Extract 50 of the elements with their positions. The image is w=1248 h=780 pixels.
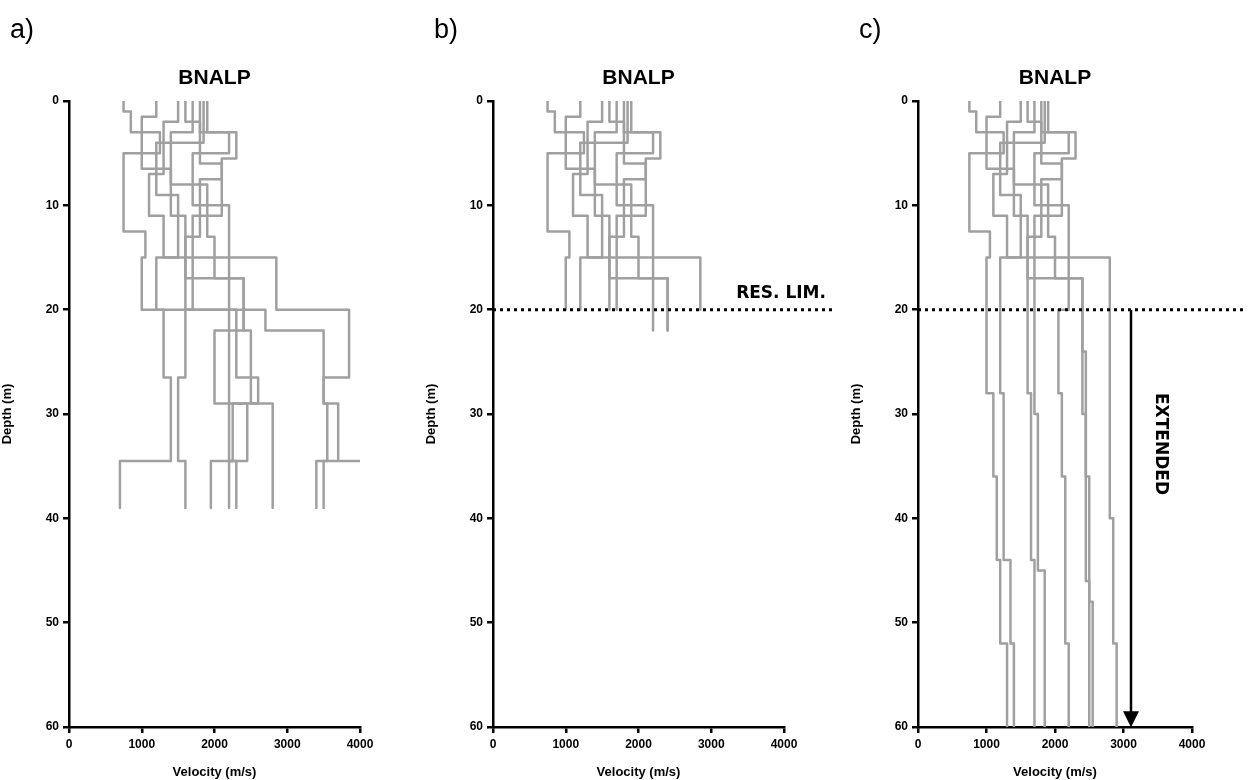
x-axis-title: Velocity (m/s) <box>1013 763 1097 779</box>
x-tick-label: 4000 <box>1178 736 1206 751</box>
y-tick-label: 20 <box>894 301 909 316</box>
y-tick-label: 10 <box>469 197 484 212</box>
x-tick-label: 4000 <box>346 736 374 751</box>
chart-title: BNALP <box>1018 65 1092 88</box>
x-tick-label: 0 <box>65 736 73 751</box>
y-tick-label: 50 <box>894 614 909 629</box>
x-tick-label: 0 <box>489 736 497 751</box>
text: a) <box>10 14 35 44</box>
y-tick-label: 0 <box>52 93 60 108</box>
x-tick-label: 2000 <box>201 736 229 751</box>
y-tick-label: 0 <box>901 93 909 108</box>
chart-title: BNALP <box>602 65 675 88</box>
ref-line-label: RES. LIM. <box>736 281 826 302</box>
x-tick-label: 0 <box>914 736 922 751</box>
y-tick-label: 60 <box>469 719 484 734</box>
annotation: EXTENDED <box>1151 393 1172 495</box>
y-tick-label: 60 <box>45 719 60 734</box>
y-tick-label: 50 <box>469 614 484 629</box>
text: b) <box>434 14 459 44</box>
x-tick-label: 1000 <box>128 736 156 751</box>
x-tick-label: 2000 <box>1041 736 1069 751</box>
y-axis-title: Depth (m) <box>848 383 864 445</box>
x-tick-label: 1000 <box>973 736 1001 751</box>
x-tick-label: 3000 <box>697 736 725 751</box>
y-tick-label: 10 <box>894 197 909 212</box>
y-tick-label: 40 <box>894 510 909 525</box>
y-axis-title: Depth (m) <box>423 383 439 445</box>
x-tick-label: 2000 <box>625 736 653 751</box>
y-tick-label: 10 <box>45 197 60 212</box>
x-tick-label: 3000 <box>273 736 301 751</box>
y-axis-title: Depth (m) <box>0 383 15 445</box>
x-tick-label: 1000 <box>552 736 580 751</box>
y-tick-label: 20 <box>469 301 484 316</box>
y-tick-label: 30 <box>45 406 60 421</box>
chart-title: BNALP <box>178 65 251 88</box>
y-tick-label: 30 <box>469 406 484 421</box>
y-tick-label: 30 <box>894 406 909 421</box>
y-tick-label: 50 <box>45 614 60 629</box>
y-tick-label: 0 <box>476 93 484 108</box>
y-tick-label: 20 <box>45 301 60 316</box>
text: c) <box>859 14 882 44</box>
y-tick-label: 40 <box>45 510 60 525</box>
x-tick-label: 4000 <box>770 736 798 751</box>
y-tick-label: 40 <box>469 510 484 525</box>
x-axis-title: Velocity (m/s) <box>596 763 681 779</box>
x-tick-label: 3000 <box>1110 736 1138 751</box>
x-axis-title: Velocity (m/s) <box>172 763 257 779</box>
y-tick-label: 60 <box>894 719 909 734</box>
